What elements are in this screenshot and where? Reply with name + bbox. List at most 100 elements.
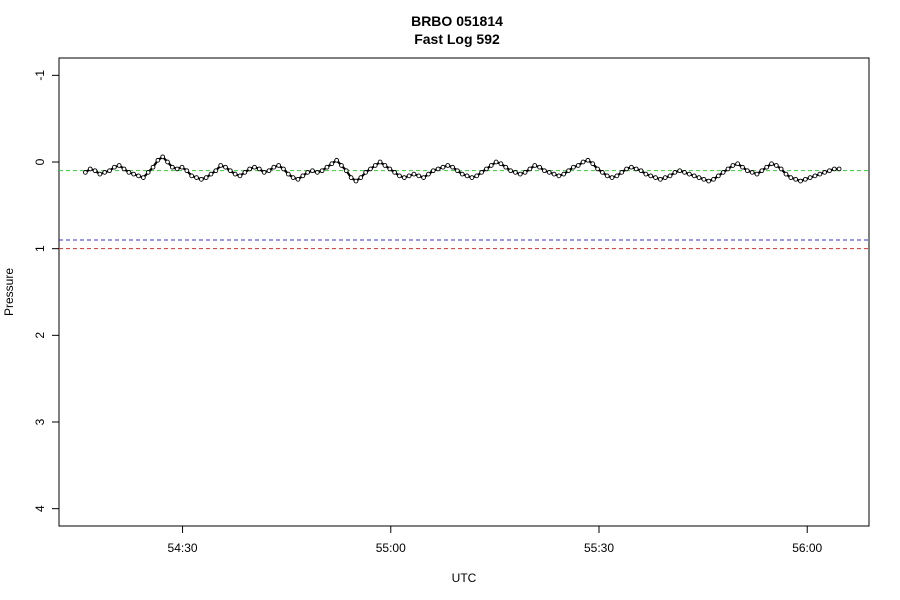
data-point xyxy=(798,178,803,184)
data-point xyxy=(508,168,513,174)
data-point xyxy=(537,164,542,170)
data-point xyxy=(662,175,668,180)
data-point xyxy=(232,171,238,177)
data-point xyxy=(213,168,219,174)
data-point xyxy=(97,171,103,177)
data-point xyxy=(208,171,214,177)
data-point xyxy=(353,178,359,184)
data-point xyxy=(339,163,344,168)
data-point xyxy=(189,173,195,179)
x-axis-label: UTC xyxy=(452,571,477,585)
data-point xyxy=(430,168,436,174)
data-point xyxy=(102,170,108,175)
data-point xyxy=(778,166,784,172)
data-point xyxy=(517,171,523,177)
data-point xyxy=(648,173,654,179)
data-point xyxy=(773,163,779,168)
data-point xyxy=(242,170,248,175)
x-tick-label: 54:30 xyxy=(168,541,198,555)
data-point xyxy=(701,176,707,182)
data-point xyxy=(638,168,644,174)
data-point xyxy=(735,161,741,167)
data-point xyxy=(653,175,658,180)
data-point xyxy=(295,176,301,182)
data-point xyxy=(203,175,209,180)
data-point xyxy=(198,176,204,182)
data-point xyxy=(170,164,175,170)
data-point xyxy=(503,164,509,170)
data-point xyxy=(281,166,286,172)
data-point xyxy=(136,173,141,179)
data-point xyxy=(372,163,378,168)
data-point xyxy=(687,171,692,177)
data-point xyxy=(179,164,185,170)
data-point xyxy=(406,173,412,179)
data-point xyxy=(706,178,712,184)
data-point xyxy=(556,173,562,179)
data-point xyxy=(643,171,649,177)
data-point xyxy=(585,157,591,163)
data-point xyxy=(397,173,402,179)
data-point xyxy=(788,175,794,180)
y-tick-label: 4 xyxy=(33,505,47,512)
data-point xyxy=(382,163,388,168)
data-point xyxy=(769,161,774,167)
data-point xyxy=(590,161,596,167)
data-point xyxy=(276,163,281,168)
y-axis: -1 0 1 2 3 4 xyxy=(33,70,59,512)
data-point xyxy=(83,170,88,175)
y-tick-label: 3 xyxy=(33,418,47,425)
data-point xyxy=(522,170,528,175)
data-point xyxy=(619,170,625,175)
data-point xyxy=(822,170,828,175)
data-point xyxy=(121,166,127,172)
data-point xyxy=(542,168,547,174)
data-point xyxy=(551,171,557,177)
data-point xyxy=(363,170,368,175)
x-tick-label: 55:30 xyxy=(584,541,614,555)
chart-subtitle: Fast Log 592 xyxy=(414,31,500,47)
data-point xyxy=(459,171,465,177)
data-point xyxy=(488,163,494,168)
data-point xyxy=(150,164,156,170)
data-point xyxy=(571,164,576,170)
data-point xyxy=(744,168,750,174)
data-point xyxy=(711,176,716,182)
data-point xyxy=(348,175,354,180)
data-point xyxy=(764,164,770,170)
data-point xyxy=(223,164,228,170)
data-point xyxy=(740,164,745,170)
data-point xyxy=(575,163,581,168)
data-point xyxy=(343,168,349,174)
data-point xyxy=(174,166,180,172)
data-point xyxy=(595,166,600,172)
data-point xyxy=(614,173,620,179)
data-point xyxy=(827,168,832,174)
data-point xyxy=(802,176,808,182)
data-point xyxy=(252,164,257,170)
data-point xyxy=(314,170,320,175)
data-point xyxy=(667,173,673,179)
data-point xyxy=(682,170,687,175)
data-point xyxy=(696,175,702,180)
y-tick-label: 0 xyxy=(33,158,47,165)
data-point xyxy=(329,161,335,167)
data-point xyxy=(358,175,364,180)
data-point xyxy=(527,166,533,172)
x-axis: 54:30 55:00 55:30 56:00 xyxy=(168,526,823,555)
data-point xyxy=(836,166,842,172)
data-point xyxy=(310,168,315,174)
data-point xyxy=(513,170,518,175)
data-point xyxy=(266,168,272,174)
data-point xyxy=(580,159,586,165)
data-point xyxy=(290,175,296,180)
data-point xyxy=(218,163,224,168)
data-point xyxy=(658,176,663,182)
data-point xyxy=(629,164,634,170)
x-tick-label: 55:00 xyxy=(376,541,406,555)
data-point xyxy=(807,175,813,180)
data-point xyxy=(416,173,422,179)
data-point xyxy=(691,173,697,179)
data-point xyxy=(421,175,426,180)
data-point xyxy=(604,173,610,179)
